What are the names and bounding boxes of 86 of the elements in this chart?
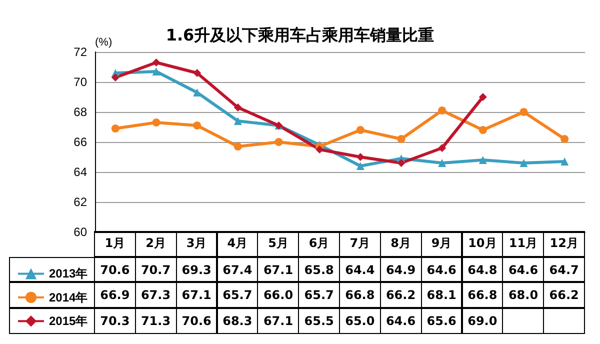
data-label: 64.8 — [462, 256, 504, 282]
data-label: 64.9 — [380, 256, 422, 282]
point — [438, 159, 446, 167]
point — [152, 68, 160, 76]
point — [438, 144, 446, 152]
point — [560, 135, 569, 143]
data-label: 66.9 — [94, 282, 136, 308]
data-label: 67.4 — [216, 256, 258, 282]
data-label: 67.1 — [257, 308, 300, 334]
point — [234, 104, 242, 112]
y-tick-label: 70 — [74, 75, 88, 89]
data-label: 64.6 — [380, 308, 422, 334]
point — [397, 159, 406, 167]
point — [193, 69, 202, 77]
point — [193, 88, 202, 96]
x-tick-label: 10月 — [462, 231, 504, 257]
x-tick-label: 6月 — [298, 231, 340, 257]
data-label: 64.7 — [543, 256, 585, 282]
x-tick-label: 2月 — [134, 231, 177, 257]
data-label: 66.2 — [380, 282, 422, 308]
data-label: 67.3 — [134, 282, 177, 308]
point — [478, 93, 487, 101]
data-label: 70.6 — [94, 256, 136, 282]
point — [316, 146, 324, 154]
point — [397, 135, 406, 143]
point — [560, 158, 569, 166]
x-tick-label: 4月 — [216, 231, 258, 257]
y-tick-label: 60 — [74, 225, 88, 239]
y-tick-label: 68 — [74, 105, 88, 119]
point — [111, 124, 120, 132]
point — [234, 117, 242, 125]
data-label: 65.7 — [298, 282, 340, 308]
y-tick-label: 66 — [74, 135, 88, 149]
point — [356, 153, 364, 161]
legend-label: 2013年 — [49, 266, 88, 281]
data-label: 65.8 — [298, 256, 340, 282]
point — [478, 126, 487, 134]
data-label: 65.6 — [420, 308, 462, 334]
data-label: 65.5 — [298, 308, 340, 334]
x-tick-label: 12月 — [543, 231, 585, 257]
point — [193, 122, 202, 130]
data-label: 64.6 — [420, 256, 462, 282]
data-label: 70.6 — [176, 308, 218, 334]
point — [520, 108, 528, 116]
y-tick-label: 72 — [74, 45, 88, 59]
point — [438, 106, 446, 114]
data-label: 67.1 — [176, 282, 218, 308]
x-tick-label: 11月 — [502, 231, 544, 257]
data-label: 69.0 — [462, 308, 504, 334]
point — [478, 156, 487, 164]
data-label: 67.1 — [257, 256, 300, 282]
data-label: 68.0 — [502, 282, 544, 308]
point — [234, 142, 242, 150]
x-tick-label: 1月 — [94, 231, 136, 257]
x-tick-label: 9月 — [420, 231, 462, 257]
x-tick-label: 5月 — [257, 231, 300, 257]
legend-label: 2015年 — [49, 314, 88, 328]
data-label: 70.3 — [94, 308, 136, 334]
data-label: 65.7 — [216, 282, 258, 308]
point — [520, 159, 528, 167]
legend-label: 2014年 — [49, 290, 88, 304]
point — [356, 162, 364, 170]
y-tick-label: 62 — [74, 195, 88, 209]
point — [274, 138, 283, 146]
data-label: 69.3 — [176, 256, 218, 282]
point — [111, 74, 120, 82]
data-label: 66.0 — [257, 282, 300, 308]
point — [356, 126, 364, 134]
point — [152, 58, 160, 66]
data-label: 65.0 — [339, 308, 381, 334]
y-axis-title: (%) — [95, 36, 112, 48]
point — [152, 118, 160, 126]
data-label: 64.4 — [339, 256, 381, 282]
data-label: 68.1 — [420, 282, 462, 308]
data-label: 70.7 — [134, 256, 177, 282]
data-label: 66.8 — [462, 282, 504, 308]
chart-title: 1.6升及以下乘用车占乘用车销量比重 — [166, 26, 434, 44]
data-label: 68.3 — [216, 308, 258, 334]
x-tick-label: 8月 — [380, 231, 422, 257]
x-tick-label: 3月 — [176, 231, 218, 257]
y-tick-label: 64 — [74, 165, 88, 179]
data-label: 66.2 — [543, 282, 585, 308]
data-label: 66.8 — [339, 282, 381, 308]
x-tick-label: 7月 — [339, 231, 381, 257]
data-label: 71.3 — [134, 308, 177, 334]
data-label: 64.6 — [502, 256, 544, 282]
